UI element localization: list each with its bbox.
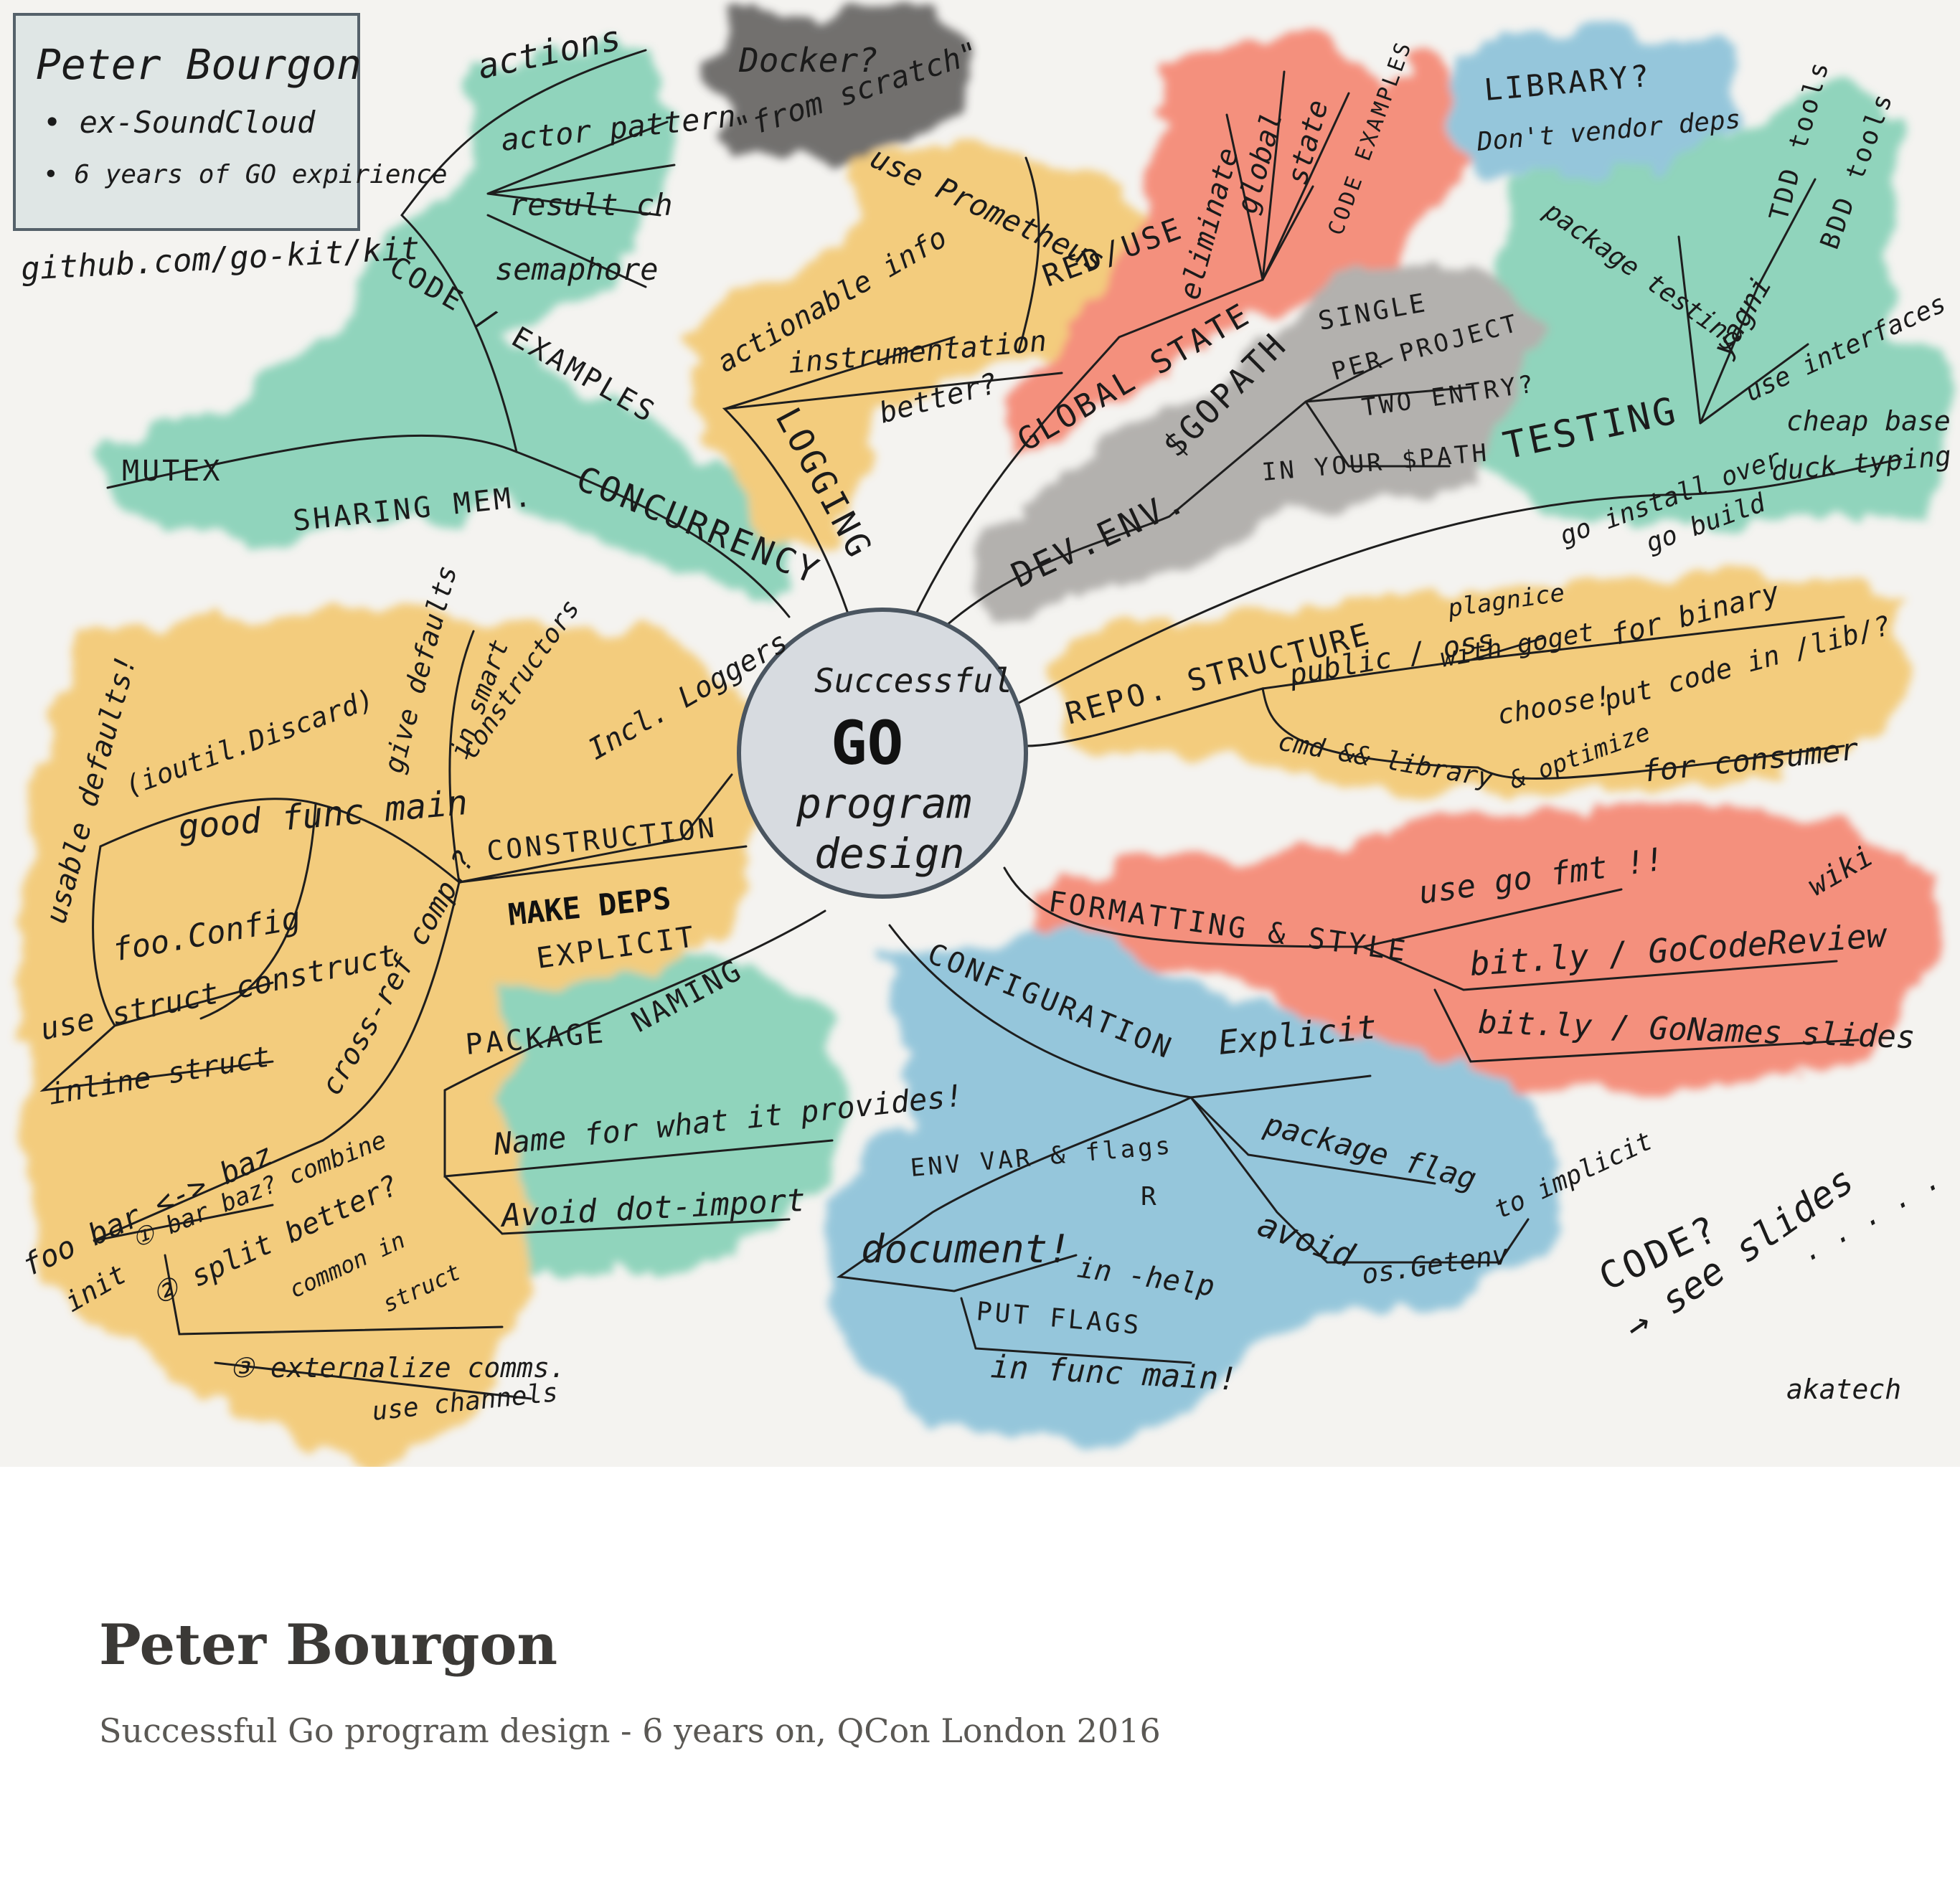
- blob-docker: [710, 7, 976, 165]
- caption-area: [0, 1467, 1960, 1895]
- center-line-2: GO: [831, 708, 903, 778]
- signature: akatech: [1786, 1374, 1901, 1405]
- blob-repo: [1047, 574, 1908, 796]
- center-line-3: program: [796, 779, 971, 828]
- github-link: github.com/go-kit/kit: [20, 230, 420, 288]
- author-box: [13, 13, 360, 231]
- concurrency-result-ch: result ch: [509, 187, 673, 222]
- construction-externalize: ③ externalize comms.: [230, 1352, 566, 1384]
- blob-configuration: [825, 932, 1564, 1456]
- config-r: R: [1141, 1182, 1159, 1211]
- blob-dev-env: [976, 258, 1535, 624]
- blob-formatting: [1033, 811, 1937, 1097]
- caption-subtitle: Successful Go program design - 6 years o…: [99, 1711, 1161, 1750]
- docker-line-1: Docker?: [738, 41, 878, 80]
- concurrency-mutex: MUTEX: [122, 455, 222, 488]
- mind-map: Peter Bourgon • ex-SoundCloud • 6 years …: [13, 7, 1960, 1463]
- blob-library: [1442, 29, 1743, 179]
- sketchnote-canvas: Peter Bourgon • ex-SoundCloud • 6 years …: [0, 0, 1960, 1467]
- author-name: Peter Bourgon: [36, 40, 362, 89]
- blob-global-state: [1004, 29, 1464, 459]
- center-node: [737, 608, 1028, 899]
- blob-testing: [1464, 79, 1951, 531]
- config-document: document!: [861, 1227, 1071, 1272]
- author-bullet-2: • 6 years of GO expirience: [43, 160, 448, 189]
- blob-construction: [22, 610, 760, 1463]
- concurrency-semaphore: semaphore: [495, 252, 659, 287]
- center-line-1: Successful: [814, 661, 1013, 700]
- author-bullet-1: • ex-SoundCloud: [43, 105, 316, 140]
- center-line-4: design: [814, 829, 965, 878]
- watercolor-blobs: [22, 7, 1951, 1463]
- blob-naming: [423, 954, 839, 1277]
- blob-logging: [682, 136, 1184, 559]
- caption-title: Peter Bourgon: [99, 1612, 558, 1678]
- blob-concurrency: [93, 43, 796, 602]
- branch-lines: [39, 49, 1903, 1400]
- testing-cheap-base: cheap base of: [1786, 405, 1960, 437]
